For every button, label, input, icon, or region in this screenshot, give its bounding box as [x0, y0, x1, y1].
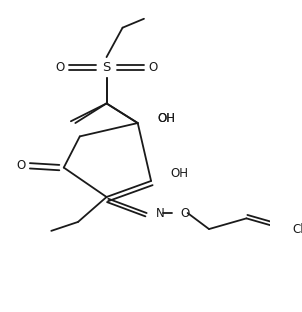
Text: O: O: [148, 61, 158, 74]
Text: S: S: [102, 61, 111, 74]
Text: Cl: Cl: [293, 222, 302, 236]
Text: OH: OH: [157, 112, 175, 125]
Text: N: N: [156, 207, 164, 220]
Text: OH: OH: [171, 167, 189, 180]
Text: O: O: [16, 159, 26, 172]
Text: O: O: [181, 207, 190, 220]
Text: O: O: [56, 61, 65, 74]
Text: OH: OH: [157, 112, 175, 125]
